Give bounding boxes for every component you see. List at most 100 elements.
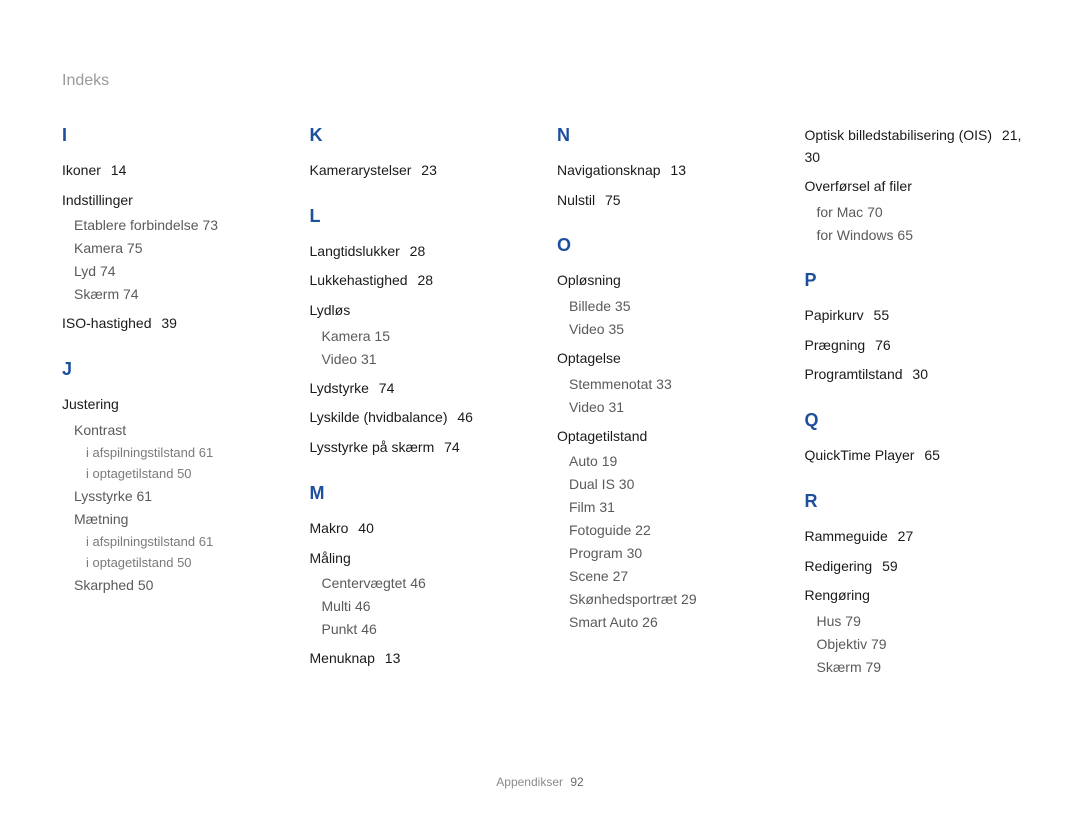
index-entry: Rengøring — [805, 585, 1023, 607]
index-entry: Skarphed 50 — [62, 575, 280, 596]
index-group: Menuknap 13 — [310, 648, 528, 670]
letter-block: QQuickTime Player 65 — [805, 410, 1023, 467]
index-entry: Redigering 59 — [805, 556, 1023, 578]
entry-label: Program — [569, 545, 623, 561]
entry-label: Kontrast — [74, 422, 126, 438]
index-entry: for Windows 65 — [805, 225, 1023, 246]
footer-page: 92 — [570, 775, 583, 789]
entry-label: for Mac — [817, 204, 864, 220]
entry-page: 79 — [862, 659, 881, 675]
index-entry: Dual IS 30 — [557, 474, 775, 495]
letter-block: RRammeguide 27Redigering 59RengøringHus … — [805, 491, 1023, 678]
index-entry: Optagelse — [557, 348, 775, 370]
index-column: NNavigationsknap 13Nulstil 75OOpløsningB… — [557, 125, 775, 686]
index-entry: Hus 79 — [805, 611, 1023, 632]
entry-page: 74 — [375, 380, 394, 396]
entry-page: 30 — [623, 545, 642, 561]
index-entry: Scene 27 — [557, 566, 775, 587]
entry-page: 46 — [351, 598, 370, 614]
entry-label: Nulstil — [557, 192, 595, 208]
index-group: MålingCentervægtet 46Multi 46Punkt 46 — [310, 548, 528, 641]
index-group: OpløsningBillede 35Video 35 — [557, 270, 775, 340]
entry-page: 35 — [605, 321, 624, 337]
letter-heading: I — [62, 125, 280, 146]
entry-label: Punkt — [322, 621, 358, 637]
index-entry: Nulstil 75 — [557, 190, 775, 212]
entry-page: 74 — [119, 286, 138, 302]
entry-label: Måling — [310, 550, 351, 566]
entry-page: 27 — [894, 528, 913, 544]
entry-page: 61 — [195, 445, 213, 460]
entry-label: Prægning — [805, 337, 866, 353]
entry-page: 26 — [638, 614, 657, 630]
index-group: Papirkurv 55 — [805, 305, 1023, 327]
entry-label: Etablere forbindelse — [74, 217, 199, 233]
entry-page: 50 — [173, 555, 191, 570]
entry-page: 61 — [133, 488, 152, 504]
entry-page: 74 — [440, 439, 459, 455]
entry-label: Lysstyrke på skærm — [310, 439, 435, 455]
index-entry: Etablere forbindelse 73 — [62, 215, 280, 236]
entry-label: Optagetilstand — [557, 428, 647, 444]
index-entry: Prægning 76 — [805, 335, 1023, 357]
entry-page: 15 — [371, 328, 390, 344]
entry-page: 46 — [357, 621, 376, 637]
entry-page: 23 — [417, 162, 436, 178]
entry-label: Optagelse — [557, 350, 621, 366]
letter-block: KKamerarystelser 23 — [310, 125, 528, 182]
entry-page: 73 — [199, 217, 218, 233]
entry-label: Lyskilde (hvidbalance) — [310, 409, 448, 425]
index-entry: Rammeguide 27 — [805, 526, 1023, 548]
entry-label: Kamera — [322, 328, 371, 344]
index-column: IIkoner 14IndstillingerEtablere forbinde… — [62, 125, 280, 686]
index-entry: Kontrast — [62, 420, 280, 441]
entry-label: Overførsel af filer — [805, 178, 912, 194]
index-entry: Stemmenotat 33 — [557, 374, 775, 395]
index-group: Lydstyrke 74 — [310, 378, 528, 400]
entry-label: Lydstyrke — [310, 380, 369, 396]
entry-page: 75 — [601, 192, 620, 208]
entry-page: 19 — [598, 453, 617, 469]
index-entry: Objektiv 79 — [805, 634, 1023, 655]
index-group: Programtilstand 30 — [805, 364, 1023, 386]
entry-label: Fotoguide — [569, 522, 631, 538]
entry-label: Redigering — [805, 558, 873, 574]
entry-label: Stemmenotat — [569, 376, 652, 392]
entry-label: Video — [569, 399, 605, 415]
index-entry: Billede 35 — [557, 296, 775, 317]
index-entry: Skønhedsportræt 29 — [557, 589, 775, 610]
index-entry: Program 30 — [557, 543, 775, 564]
index-entry: i afspilningstilstand 61 — [62, 443, 280, 463]
entry-page: 74 — [96, 263, 115, 279]
index-group: Overførsel af filerfor Mac 70for Windows… — [805, 176, 1023, 246]
entry-label: i optagetilstand — [86, 466, 173, 481]
index-entry: Lyd 74 — [62, 261, 280, 282]
index-entry: Smart Auto 26 — [557, 612, 775, 633]
index-group: Nulstil 75 — [557, 190, 775, 212]
letter-heading: J — [62, 359, 280, 380]
entry-label: ISO-hastighed — [62, 315, 152, 331]
entry-label: Billede — [569, 298, 611, 314]
letter-block: PPapirkurv 55Prægning 76Programtilstand … — [805, 270, 1023, 386]
entry-label: Skærm — [817, 659, 862, 675]
index-entry: Mætning — [62, 509, 280, 530]
entry-label: i afspilningstilstand — [86, 534, 195, 549]
index-entry: Lydløs — [310, 300, 528, 322]
entry-label: Ikoner — [62, 162, 101, 178]
page-footer: Appendikser 92 — [0, 775, 1080, 789]
entry-page: 22 — [631, 522, 650, 538]
entry-label: Objektiv — [817, 636, 868, 652]
index-group: Rammeguide 27 — [805, 526, 1023, 548]
entry-label: Lyd — [74, 263, 96, 279]
index-entry: Optisk billedstabilisering (OIS) 21, 30 — [805, 125, 1023, 168]
index-group: Lyskilde (hvidbalance) 46 — [310, 407, 528, 429]
entry-label: Lysstyrke — [74, 488, 133, 504]
index-group: Langtidslukker 28 — [310, 241, 528, 263]
index-entry: ISO-hastighed 39 — [62, 313, 280, 335]
index-group: Optisk billedstabilisering (OIS) 21, 30 — [805, 125, 1023, 168]
entry-page: 50 — [173, 466, 191, 481]
entry-page: 13 — [381, 650, 400, 666]
entry-label: Centervægtet — [322, 575, 407, 591]
index-group: Navigationsknap 13 — [557, 160, 775, 182]
index-group: Ikoner 14 — [62, 160, 280, 182]
